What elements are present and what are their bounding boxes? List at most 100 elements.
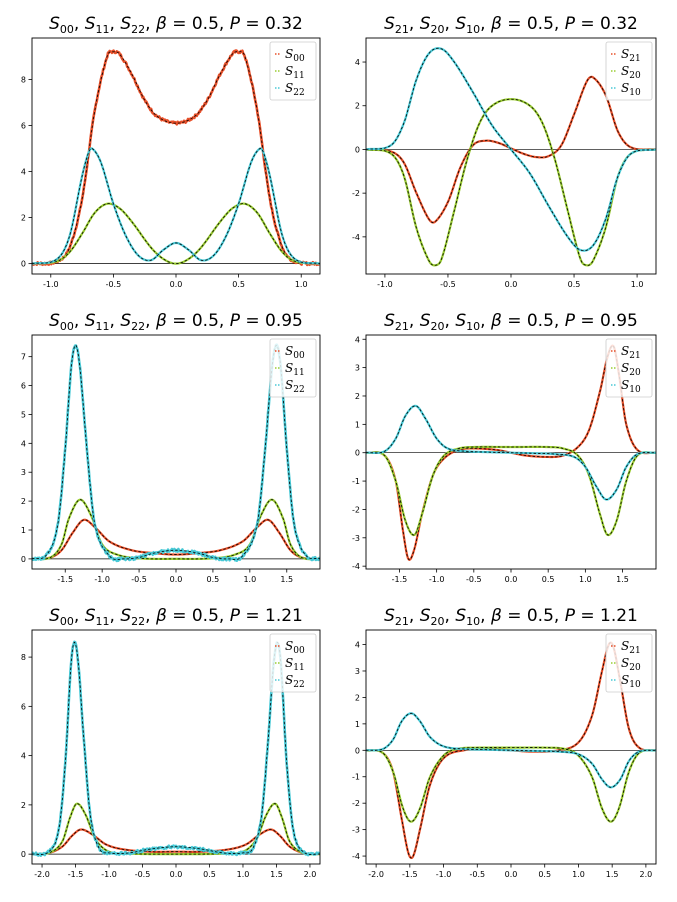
reference-line-s20 (366, 747, 656, 823)
legend-entry: S10 (621, 378, 641, 395)
y-tick-label: -4 (352, 852, 360, 861)
series-line-s20 (366, 98, 656, 267)
x-tick-label: 0.0 (170, 280, 183, 289)
reference-line-s10 (366, 405, 656, 500)
x-tick-label: -1.0 (377, 280, 393, 289)
x-tick-label: -1.5 (68, 870, 84, 879)
reference-line-s11 (32, 499, 320, 560)
x-tick-label: -2.0 (34, 870, 50, 879)
y-tick-label: 8 (21, 75, 26, 84)
y-tick-label: 3 (355, 364, 360, 373)
y-tick-label: 2 (355, 693, 360, 702)
x-tick-label: 0.5 (232, 280, 245, 289)
legend-entry: S21 (621, 639, 641, 656)
x-tick-label: -1.5 (402, 870, 418, 879)
reference-line-s00 (32, 519, 320, 560)
x-tick-label: 0.0 (170, 870, 183, 879)
y-tick-label: -4 (352, 233, 360, 242)
x-tick-label: 0.5 (568, 280, 581, 289)
x-tick-label: -2.0 (368, 870, 384, 879)
chart-panel-5: S00, S11, S22, β = 0.5, P = 1.21 -2.0 -1.5… (21, 606, 321, 879)
y-tick-label: 4 (21, 752, 26, 761)
legend-entry: S20 (621, 656, 641, 673)
legend-entry: S22 (285, 673, 305, 690)
x-tick-label: 0.0 (170, 575, 183, 584)
legend-entry: S21 (621, 344, 641, 361)
chart-panel-2: S21, S20, S10, β = 0.5, P = 0.32 -1.0 -0.5… (352, 14, 657, 289)
x-tick-label: 0.5 (542, 575, 555, 584)
y-tick-label: 4 (21, 168, 26, 177)
y-tick-label: 3 (355, 667, 360, 676)
y-tick-label: -2 (352, 505, 360, 514)
y-tick-label: 2 (21, 214, 26, 223)
y-tick-label: 8 (21, 653, 26, 662)
chart-panel-1: S00, S11, S22, β = 0.5, P = 0.32 -1.0 -0.5… (21, 14, 321, 289)
x-tick-label: 1.5 (616, 575, 629, 584)
chart-panel-4: S21, S20, S10, β = 0.5, P = 0.95 -1.5 -1.0… (352, 311, 657, 584)
x-tick-label: -1.0 (94, 575, 110, 584)
x-tick-label: -1.0 (43, 280, 59, 289)
x-tick-label: 2.0 (640, 870, 653, 879)
legend-entry: S22 (285, 378, 305, 395)
x-tick-label: 0.0 (505, 870, 518, 879)
legend-entry: S22 (285, 81, 305, 98)
chart-title: S00, S11, S22, β = 0.5, P = 0.95 (49, 311, 303, 333)
y-tick-label: 0 (355, 449, 360, 458)
x-tick-label: 1.0 (243, 575, 256, 584)
y-tick-label: 3 (21, 468, 26, 477)
x-tick-label: 1.5 (280, 575, 293, 584)
reference-line-s00 (32, 829, 320, 855)
x-tick-label: 0.0 (505, 280, 518, 289)
y-tick-label: 0 (21, 260, 26, 269)
x-tick-label: -0.5 (466, 575, 482, 584)
x-tick-label: -1.0 (436, 870, 452, 879)
y-tick-label: 4 (355, 641, 360, 650)
legend-entry: S11 (285, 656, 305, 673)
x-tick-label: 1.5 (606, 870, 619, 879)
x-tick-label: 2.0 (304, 870, 317, 879)
legend-entry: S10 (621, 673, 641, 690)
x-tick-label: -1.5 (392, 575, 408, 584)
reference-line-s22 (32, 147, 320, 265)
y-tick-label: -1 (352, 477, 360, 486)
y-tick-label: 2 (355, 392, 360, 401)
reference-line-s20 (366, 446, 656, 536)
x-tick-label: -1.5 (57, 575, 73, 584)
legend-entry: S11 (285, 64, 305, 81)
y-tick-label: -1 (352, 773, 360, 782)
series-line-s00 (32, 518, 320, 560)
reference-line-s11 (32, 803, 320, 855)
legend-entry: S00 (285, 639, 305, 656)
x-tick-label: -0.5 (106, 280, 122, 289)
legend-entry: S00 (285, 47, 305, 64)
x-tick-label: 0.0 (505, 575, 518, 584)
y-tick-label: 6 (21, 382, 26, 391)
x-tick-label: 1.5 (270, 870, 283, 879)
chart-title: S00, S11, S22, β = 0.5, P = 0.32 (49, 14, 303, 36)
chart-panel-6: S21, S20, S10, β = 0.5, P = 1.21 -2.0 -1.5… (352, 606, 657, 879)
reference-line-s11 (32, 203, 320, 265)
y-tick-label: 1 (21, 526, 26, 535)
x-tick-label: -1.0 (429, 575, 445, 584)
reference-line-s20 (366, 98, 656, 266)
y-tick-label: -2 (352, 189, 360, 198)
x-tick-label: 1.0 (237, 870, 250, 879)
y-tick-label: -3 (352, 826, 360, 835)
x-tick-label: -1.0 (101, 870, 117, 879)
y-tick-label: 2 (21, 801, 26, 810)
chart-title: S00, S11, S22, β = 0.5, P = 1.21 (49, 606, 303, 628)
legend-entry: S20 (621, 361, 641, 378)
y-tick-label: 1 (355, 420, 360, 429)
x-tick-label: 0.5 (538, 870, 551, 879)
legend-entry: S10 (621, 81, 641, 98)
chart-title: S21, S20, S10, β = 0.5, P = 0.95 (384, 311, 638, 333)
x-tick-label: 1.0 (631, 280, 644, 289)
y-tick-label: -4 (352, 562, 360, 571)
y-tick-label: 2 (21, 497, 26, 506)
y-tick-label: -3 (352, 534, 360, 543)
x-tick-label: -0.5 (135, 870, 151, 879)
